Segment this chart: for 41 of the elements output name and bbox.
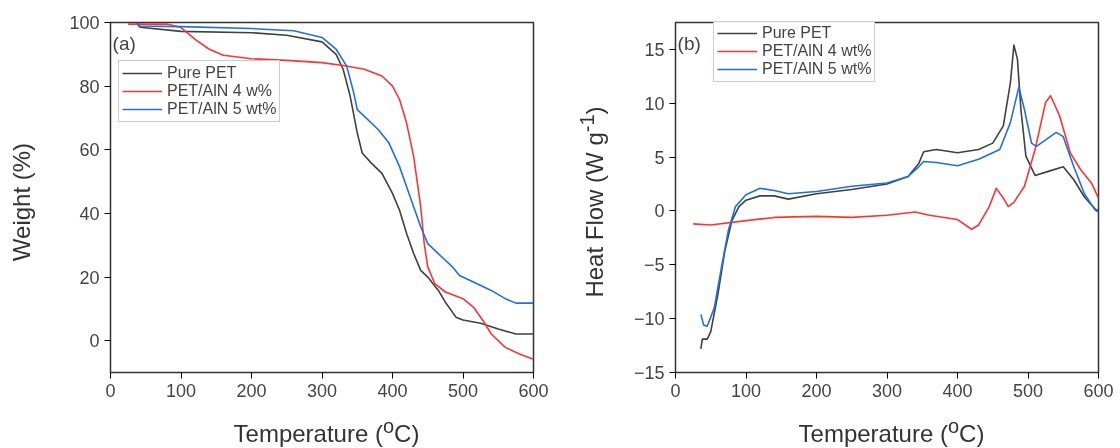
legend-label: PET/AlN 4 wt% bbox=[762, 42, 872, 60]
legend-label: Pure PET bbox=[167, 64, 237, 82]
y-tick-label: −15 bbox=[633, 363, 665, 383]
y-tick-label: 5 bbox=[654, 147, 665, 168]
annotation: (a) bbox=[112, 33, 136, 54]
line-series bbox=[692, 94, 1099, 231]
x-tick-label: 500 bbox=[1012, 380, 1044, 401]
x-tick-label: 0 bbox=[670, 380, 681, 401]
line-series bbox=[700, 44, 1099, 350]
y-tick-label: 15 bbox=[644, 39, 665, 60]
x-tick-label: 600 bbox=[518, 380, 549, 401]
x-tick-label: 600 bbox=[1083, 380, 1114, 401]
x-axis-title: Temperature ($^{o}$C) bbox=[797, 414, 986, 448]
y-tick-label: 0 bbox=[89, 331, 100, 352]
y-tick-label: 80 bbox=[79, 76, 100, 97]
x-tick-label: 300 bbox=[306, 380, 338, 401]
line-series bbox=[700, 86, 1099, 327]
y-tick-label: 0 bbox=[654, 201, 665, 222]
y-tick-label: 100 bbox=[69, 13, 100, 33]
x-tick-label: 100 bbox=[730, 380, 762, 401]
x-axis-title: Temperature ($^{o}$C) bbox=[232, 414, 421, 448]
x-tick-label: 0 bbox=[105, 380, 116, 401]
y-tick-label: −10 bbox=[633, 309, 665, 330]
y-tick-label: 40 bbox=[79, 203, 100, 224]
y-tick-label: 20 bbox=[79, 267, 100, 288]
annotation: (b) bbox=[677, 33, 701, 54]
y-axis-title: Weight (%) bbox=[7, 141, 36, 264]
y-tick-label: 10 bbox=[644, 93, 665, 114]
y-tick-label: −5 bbox=[643, 255, 665, 276]
x-tick-label: 400 bbox=[942, 380, 973, 401]
legend-label: PET/AlN 5 wt% bbox=[762, 60, 872, 78]
x-tick-label: 400 bbox=[377, 380, 408, 401]
legend-label: PET/AlN 5 wt% bbox=[167, 100, 277, 118]
x-tick-label: 200 bbox=[801, 380, 832, 401]
legend-label: Pure PET bbox=[762, 24, 832, 42]
x-tick-label: 500 bbox=[447, 380, 479, 401]
x-tick-label: 200 bbox=[236, 380, 267, 401]
y-tick-label: 60 bbox=[79, 140, 100, 161]
x-tick-label: 100 bbox=[165, 380, 197, 401]
x-tick-label: 300 bbox=[871, 380, 903, 401]
legend-label: PET/AlN 4 w% bbox=[167, 82, 272, 100]
